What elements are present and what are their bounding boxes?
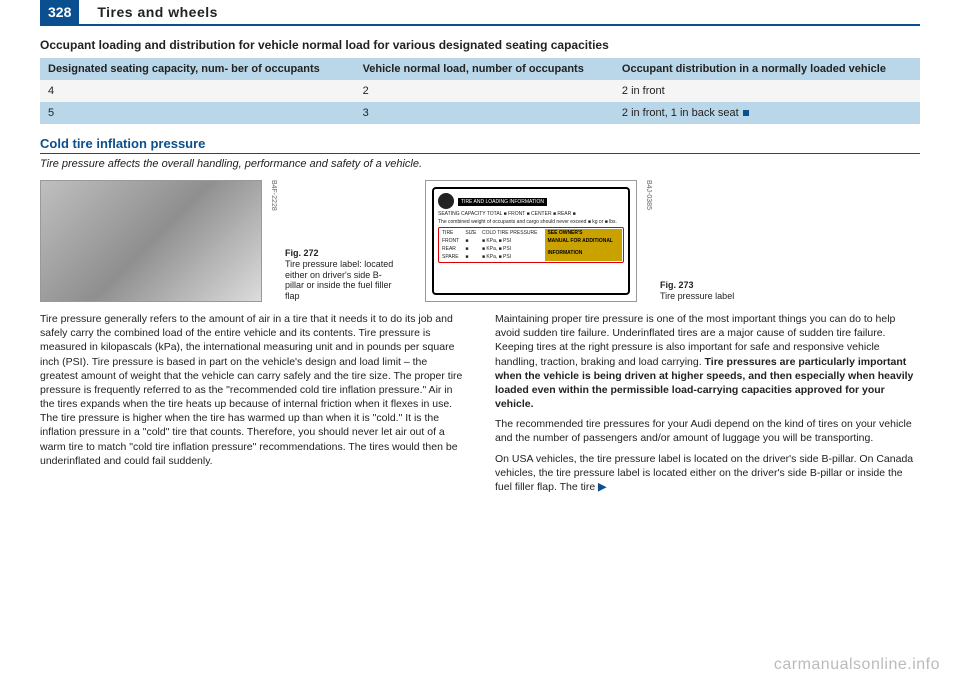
page-number: 328 [40,0,79,24]
load-table: Designated seating capacity, num- ber of… [40,58,920,124]
subsection-tagline: Tire pressure affects the overall handli… [40,158,920,170]
col-header: Vehicle normal load, number of occupants [355,58,614,80]
table-row: 4 2 2 in front [40,80,920,102]
figure-273: TIRE AND LOADING INFORMATION SEATING CAP… [425,180,734,302]
watermark: carmanualsonline.info [774,656,940,674]
body-paragraph: The recommended tire pressures for your … [495,417,920,445]
body-paragraph: Maintaining proper tire pressure is one … [495,312,920,411]
right-column: Maintaining proper tire pressure is one … [495,312,920,500]
cell: 2 in front [614,80,920,102]
end-marker-icon [743,110,749,116]
figures-row: B4F-2228 Fig. 272 Tire pressure label: l… [40,180,920,302]
placard-weight: The combined weight of occupants and car… [438,219,624,225]
figure-code: B4J-0385 [645,180,652,300]
cell: 2 [355,80,614,102]
table-row: 5 3 2 in front, 1 in back seat [40,102,920,124]
tire-placard: TIRE AND LOADING INFORMATION SEATING CAP… [432,187,630,295]
cell: 4 [40,80,355,102]
left-column: Tire pressure generally refers to the am… [40,312,465,500]
figure-caption: Fig. 272 Tire pressure label: located ei… [285,248,395,302]
cell: 3 [355,102,614,124]
figure-image: TIRE AND LOADING INFORMATION SEATING CAP… [425,180,637,302]
cell: 2 in front, 1 in back seat [614,102,920,124]
body-paragraph: On USA vehicles, the tire pressure label… [495,452,920,495]
page-header: 328 Tires and wheels [40,0,920,26]
tire-icon [438,193,454,209]
figure-272: B4F-2228 Fig. 272 Tire pressure label: l… [40,180,395,302]
placard-highlight: TIRESIZECOLD TIRE PRESSURESEE OWNER'S FR… [438,227,624,263]
col-header: Occupant distribution in a normally load… [614,58,920,80]
cell: 5 [40,102,355,124]
body-columns: Tire pressure generally refers to the am… [40,312,920,500]
figure-code: B4F-2228 [270,180,277,300]
body-paragraph: Tire pressure generally refers to the am… [40,312,465,468]
subsection-heading: Cold tire inflation pressure [40,136,920,154]
chapter-title: Tires and wheels [97,4,218,20]
placard-title: TIRE AND LOADING INFORMATION [458,198,547,206]
col-header: Designated seating capacity, num- ber of… [40,58,355,80]
figure-caption: Fig. 273 Tire pressure label [660,280,734,302]
continue-arrow-icon: ▶ [598,481,606,493]
placard-seating: SEATING CAPACITY TOTAL ■ FRONT ■ CENTER … [438,211,624,217]
section-title: Occupant loading and distribution for ve… [40,38,920,52]
figure-image [40,180,262,302]
